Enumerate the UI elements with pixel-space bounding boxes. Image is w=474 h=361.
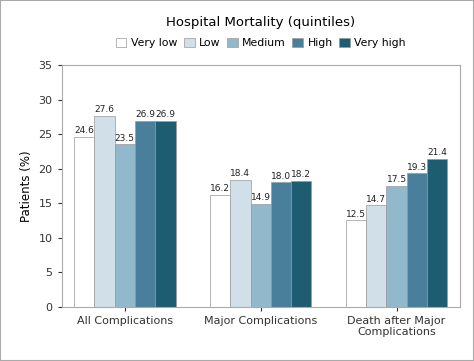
Text: 26.9: 26.9 (135, 110, 155, 119)
Text: 17.5: 17.5 (386, 175, 407, 184)
Bar (94, 116, 115, 307)
Text: 16.2: 16.2 (210, 184, 230, 193)
Bar (251, 204, 271, 307)
Text: 23.5: 23.5 (115, 134, 135, 143)
Text: 14.7: 14.7 (366, 195, 386, 204)
Bar (407, 174, 427, 307)
Title: Hospital Mortality (quintiles): Hospital Mortality (quintiles) (166, 16, 355, 29)
Bar (346, 221, 366, 307)
Text: 18.0: 18.0 (271, 172, 291, 181)
Text: 12.5: 12.5 (346, 210, 366, 219)
Text: 19.3: 19.3 (407, 163, 427, 172)
Text: 24.6: 24.6 (74, 126, 94, 135)
Text: 18.2: 18.2 (292, 170, 311, 179)
Bar (74, 137, 94, 307)
Bar (427, 159, 447, 307)
Bar (155, 121, 175, 307)
Bar (115, 144, 135, 307)
Y-axis label: Patients (%): Patients (%) (20, 150, 33, 222)
Text: 26.9: 26.9 (155, 110, 175, 119)
Bar (366, 205, 386, 307)
Bar (210, 195, 230, 307)
Text: 21.4: 21.4 (427, 148, 447, 157)
Text: 14.9: 14.9 (251, 193, 271, 202)
Bar (230, 180, 251, 307)
Legend: Very low, Low, Medium, High, Very high: Very low, Low, Medium, High, Very high (111, 34, 410, 52)
Bar (135, 121, 155, 307)
Bar (271, 182, 291, 307)
Bar (386, 186, 407, 307)
Bar (291, 181, 311, 307)
Text: 18.4: 18.4 (230, 169, 250, 178)
Text: 27.6: 27.6 (94, 105, 115, 114)
